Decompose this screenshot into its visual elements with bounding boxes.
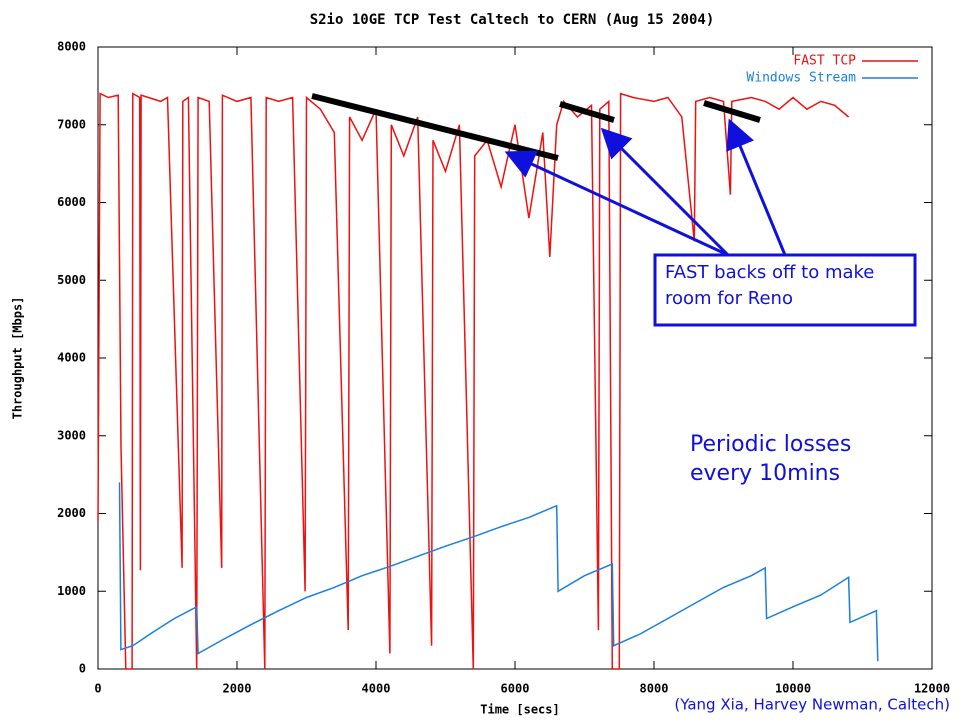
- arrow: [726, 118, 787, 256]
- annotation-box: [653, 253, 917, 327]
- y-tick-label: 0: [79, 662, 86, 676]
- x-tick-label: 8000: [640, 682, 669, 696]
- y-tick-label: 6000: [57, 195, 86, 209]
- trend-line: [703, 100, 761, 123]
- annotation-box-text: FAST backs off to make room for Reno: [665, 262, 875, 309]
- annotation: Periodic losses every 10mins: [690, 432, 852, 486]
- series-line: [97, 92, 850, 670]
- y-tick-label: 2000: [57, 506, 86, 520]
- trend-line: [311, 93, 559, 161]
- annotation-text: Periodic losses every 10mins: [690, 432, 852, 486]
- x-axis-label: Time [secs]: [480, 703, 559, 717]
- credit: (Yang Xia, Harvey Newman, Caltech): [674, 696, 950, 714]
- arrow: [504, 150, 729, 257]
- annotation: FAST backs off to make room for Reno: [665, 262, 875, 309]
- plot-frame: [97, 46, 933, 670]
- y-tick-label: 5000: [57, 273, 86, 287]
- trend-line: [559, 101, 615, 123]
- y-tick-label: 7000: [57, 117, 86, 131]
- annotation-lines: [311, 93, 917, 327]
- y-tick-label: 8000: [57, 40, 86, 54]
- y-tick-label: 4000: [57, 351, 86, 365]
- series-line: [118, 482, 879, 662]
- legend-label: FAST TCP: [793, 54, 856, 69]
- plot-area: 0 1000 2000 3000 4000 5000 6000 7000 8000 0 2000 40…: [57, 40, 950, 696]
- y-axis-label: Throughput [Mbps]: [11, 297, 25, 420]
- y-tick-label: 1000: [57, 584, 86, 598]
- x-tick-label: 2000: [223, 682, 252, 696]
- legend-label: Windows Stream: [746, 71, 856, 86]
- y-tick-label: 3000: [57, 428, 86, 442]
- arrow: [600, 127, 730, 257]
- x-tick-label: 10000: [775, 682, 811, 696]
- chart-title: S2io 10GE TCP Test Caltech to CERN (Aug …: [310, 12, 715, 28]
- x-tick-label: 6000: [501, 682, 530, 696]
- x-tick-label: 0: [94, 682, 101, 696]
- x-tick-label: 12000: [914, 682, 950, 696]
- x-tick-label: 4000: [362, 682, 391, 696]
